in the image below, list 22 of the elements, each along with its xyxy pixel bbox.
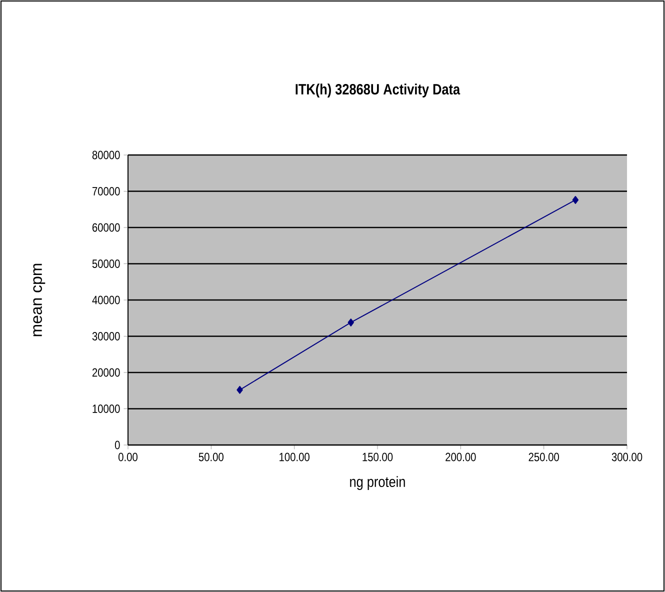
x-axis-title: ng protein [350,476,405,490]
x-tick-label: 100.00 [280,452,310,462]
point [236,386,243,394]
y-tick-label: 20000 [92,368,120,377]
y-tick-label: 60000 [92,223,120,232]
y-tick-label: 50000 [92,260,120,268]
y-tick-label: 70000 [92,187,120,196]
y-tick-label: 0 [114,440,120,450]
y-tick-label: 30000 [92,332,120,340]
y-tick-label: 40000 [92,296,120,304]
y-tick-label: 80000 [92,150,120,160]
x-tick-label: 200.00 [446,452,476,462]
x-tick-label: 300.00 [612,452,642,462]
chart-title: ITK(h) 32868U Activity Data [296,84,460,98]
x-tick-label: 250.00 [528,452,559,462]
point [572,196,579,204]
x-tick-label: 50.00 [198,452,224,462]
x-tick-label: 0.00 [118,452,138,462]
y-tick-label: 10000 [92,404,120,413]
x-tick-label: 150.00 [362,452,393,462]
y-axis-title: mean cpm [33,264,46,336]
point [348,318,354,326]
